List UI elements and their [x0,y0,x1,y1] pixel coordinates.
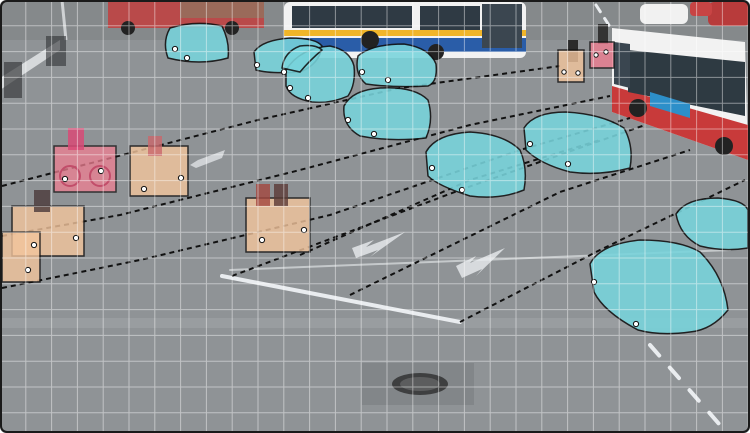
pedestrian-box-1[interactable] [557,49,585,83]
top-center-dashes [594,3,614,32]
arrow-left-3 [190,150,225,168]
manhole-cover [362,363,474,405]
trajectory-3 [1,117,631,289]
curb-strip [0,318,750,328]
cyclist-boxes [1,128,311,283]
cars-top-right [640,2,750,26]
cyclist-box-4[interactable] [1,231,41,283]
car-6[interactable] [425,131,527,198]
car-4[interactable] [356,43,438,88]
truck-top-left [108,2,264,35]
trajectory-5 [349,149,691,296]
arrow-left-2 [456,248,505,278]
trajectory-1 [1,65,561,187]
cyclist-box-2[interactable] [129,136,189,197]
right-dashes [648,343,722,427]
pedestrian-boxes [557,41,615,83]
car-7[interactable] [523,111,632,175]
car-9[interactable] [589,239,729,335]
stop-line [220,274,462,324]
arrow-left-1 [352,232,405,258]
cyclist-box-5[interactable] [245,184,311,253]
bus-right [612,28,748,160]
car-masks [164,22,749,335]
railing-top-left [0,0,68,98]
pedestrian-box-2[interactable] [589,41,615,69]
car-1[interactable] [164,22,230,63]
car-10[interactable] [280,44,324,76]
car-5[interactable] [343,87,432,141]
cyclist-box-1[interactable] [53,128,117,193]
lane-markings [190,3,731,427]
